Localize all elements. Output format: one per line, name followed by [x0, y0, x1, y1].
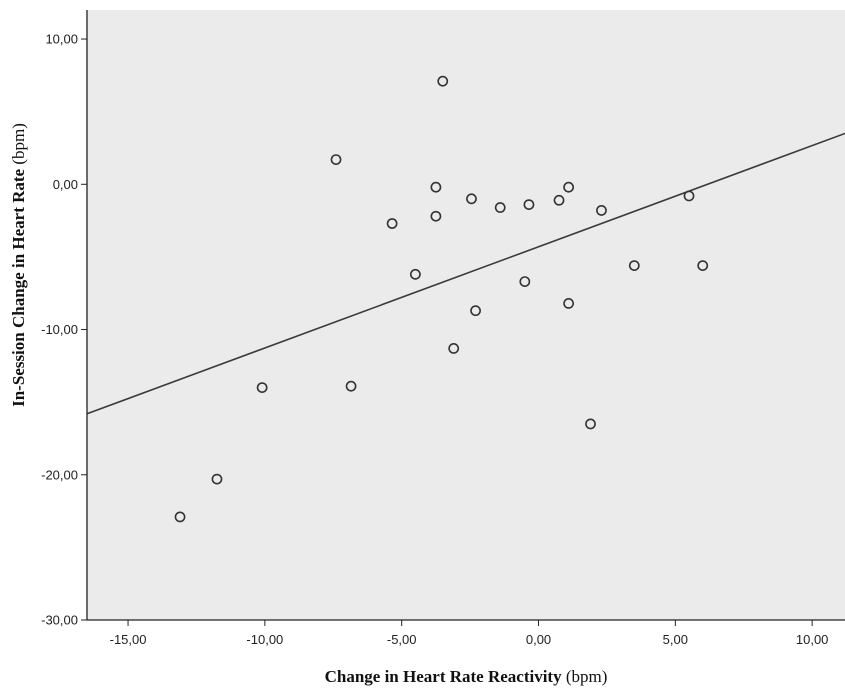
- data-point: [523, 199, 535, 211]
- regression-line: [86, 132, 845, 415]
- x-tick-label: -15,00: [110, 632, 147, 647]
- y-axis-title-unit: (bpm): [9, 123, 28, 169]
- data-point: [345, 380, 357, 392]
- data-point: [256, 382, 268, 394]
- x-axis-title-main: Change in Heart Rate Reactivity: [325, 667, 563, 686]
- data-point: [596, 205, 607, 216]
- x-axis-title: Change in Heart Rate Reactivity (bpm): [325, 667, 608, 686]
- data-point: [211, 473, 223, 485]
- x-tick-label: 10,00: [796, 632, 829, 647]
- y-axis-ticks: 10,00 0,00 -10,00 -20,00 -30,00: [41, 32, 87, 628]
- y-tick-label: 10,00: [45, 32, 78, 47]
- x-axis-title-unit: (bpm): [562, 667, 608, 686]
- x-tick-label: 5,00: [663, 632, 688, 647]
- data-point: [430, 181, 442, 193]
- data-point: [330, 154, 342, 165]
- data-point: [448, 343, 460, 354]
- data-point: [553, 194, 565, 206]
- data-point: [466, 193, 477, 205]
- data-point: [386, 218, 398, 229]
- data-point: [409, 268, 421, 280]
- y-axis-title: In-Session Change in Heart Rate (bpm): [9, 123, 28, 407]
- data-point: [437, 75, 449, 87]
- data-points: [174, 75, 709, 523]
- y-tick-label: 0,00: [53, 177, 78, 192]
- x-tick-label: 0,00: [526, 632, 551, 647]
- data-point: [628, 260, 640, 272]
- y-tick-label: -10,00: [41, 322, 78, 337]
- x-tick-label: -5,00: [387, 632, 417, 647]
- data-point: [585, 418, 596, 430]
- y-tick-label: -30,00: [41, 613, 78, 628]
- y-axis-title-main: In-Session Change in Heart Rate: [9, 168, 28, 406]
- data-point: [470, 305, 481, 317]
- data-point: [563, 181, 575, 193]
- data-point: [430, 210, 442, 222]
- x-axis-ticks: -15,00 -10,00 -5,00 0,00 5,00 10,00: [110, 620, 829, 647]
- x-tick-label: -10,00: [246, 632, 283, 647]
- data-point: [519, 276, 531, 287]
- data-point: [683, 190, 695, 202]
- data-point: [494, 202, 506, 213]
- data-point: [697, 260, 709, 272]
- plot-area: [87, 10, 845, 620]
- y-tick-label: -20,00: [41, 467, 78, 482]
- data-point: [563, 297, 575, 309]
- data-point: [174, 511, 186, 523]
